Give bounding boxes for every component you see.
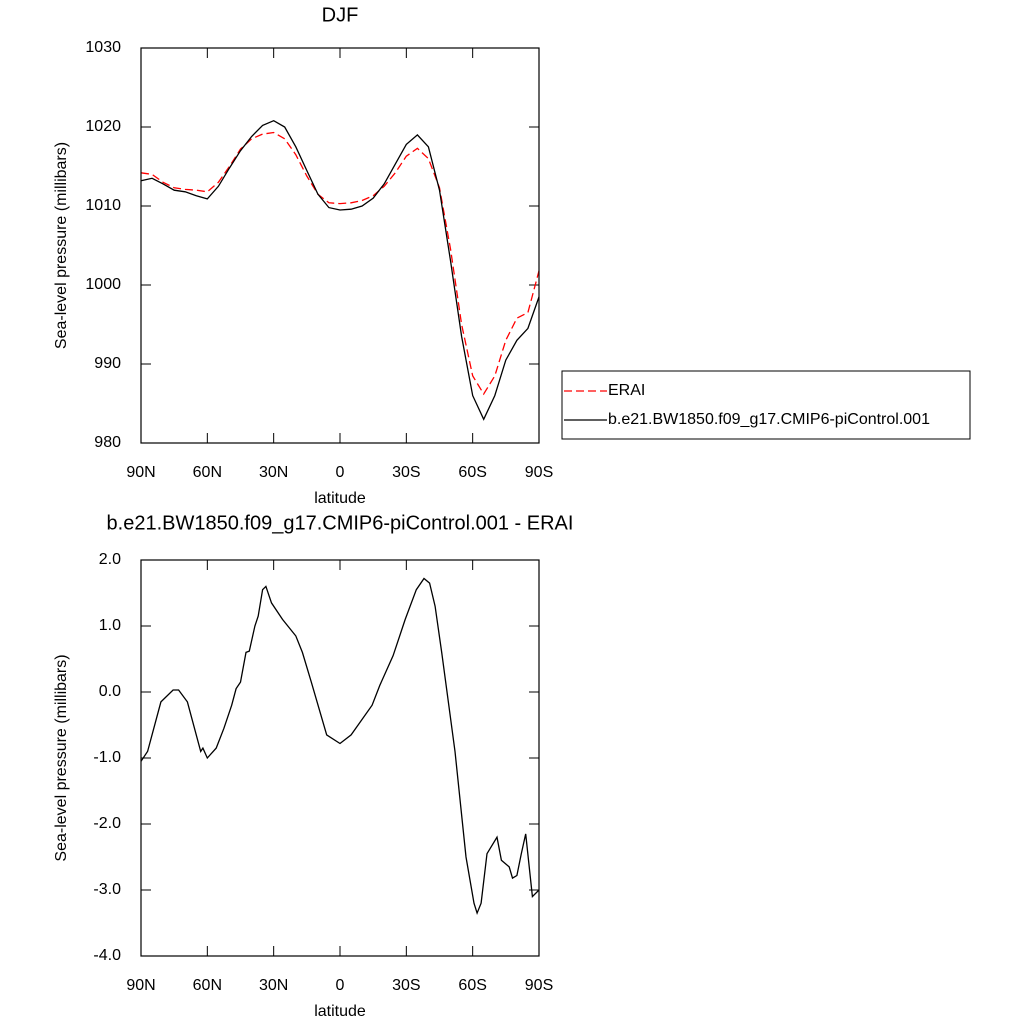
y-tick-label: 2.0 (99, 551, 121, 568)
y-tick-label: 1000 (85, 276, 121, 293)
x-tick-label: 90S (525, 464, 553, 481)
legend-box (561, 370, 971, 440)
plot-frame (140, 559, 540, 957)
x-tick-label: 30S (392, 464, 420, 481)
x-axis-label: latitude (314, 1003, 366, 1020)
x-tick-label: 60S (458, 977, 486, 994)
chart-title: DJF (322, 4, 359, 26)
y-tick-label: 0.0 (99, 683, 121, 700)
x-tick-label: 60S (458, 464, 486, 481)
data-line (140, 577, 540, 916)
y-tick-label: 1030 (85, 39, 121, 56)
x-tick-label: 60N (193, 977, 222, 994)
y-axis-label: Sea-level pressure (millibars) (53, 142, 70, 349)
x-tick-label: 0 (336, 977, 345, 994)
x-tick-label: 60N (193, 464, 222, 481)
y-axis-label: Sea-level pressure (millibars) (53, 654, 70, 861)
data-line (140, 131, 540, 396)
x-tick-label: 90N (126, 464, 155, 481)
y-tick-label: -4.0 (93, 947, 121, 964)
y-tick-label: 1.0 (99, 617, 121, 634)
x-axis-label: latitude (314, 490, 366, 507)
x-tick-label: 30N (259, 977, 288, 994)
y-tick-label: -2.0 (93, 815, 121, 832)
y-tick-label: 1010 (85, 197, 121, 214)
data-line (140, 119, 540, 421)
plot-frame (140, 47, 540, 444)
legend-label: b.e21.BW1850.f09_g17.CMIP6-piControl.001 (608, 411, 930, 428)
x-tick-label: 0 (336, 464, 345, 481)
y-tick-label: -1.0 (93, 749, 121, 766)
x-tick-label: 90N (126, 977, 155, 994)
x-tick-label: 30N (259, 464, 288, 481)
y-tick-label: 980 (94, 434, 121, 451)
y-tick-label: 1020 (85, 118, 121, 135)
x-tick-label: 90S (525, 977, 553, 994)
y-tick-label: -3.0 (93, 881, 121, 898)
y-tick-label: 990 (94, 355, 121, 372)
x-tick-label: 30S (392, 977, 420, 994)
chart-title: b.e21.BW1850.f09_g17.CMIP6-piControl.001… (107, 512, 574, 534)
legend-label: ERAI (608, 382, 645, 399)
